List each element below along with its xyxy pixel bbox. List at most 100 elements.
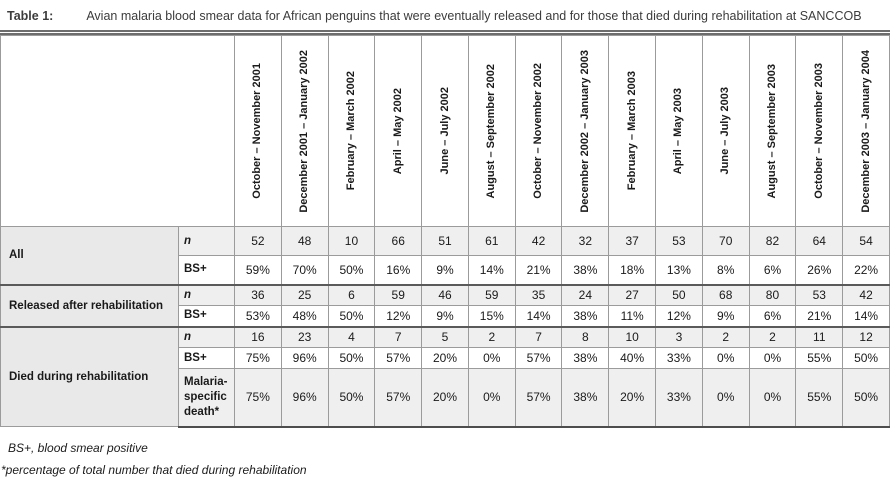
table-cell: 42 (842, 283, 890, 306)
column-header: April – May 2003 (655, 35, 703, 227)
column-header: October – November 2002 (514, 35, 563, 227)
table-cell: 52 (234, 226, 282, 256)
table-cell: 54 (842, 226, 890, 256)
table-cell: 2 (467, 325, 516, 348)
table-cell: 16% (374, 255, 423, 285)
table-cell: 70 (701, 226, 750, 256)
table-cell: 10 (608, 325, 657, 348)
column-header: December 2002 – January 2003 (561, 35, 610, 227)
table-cell: 3 (655, 325, 703, 348)
table-cell: 42 (514, 226, 563, 256)
table-cell: 75% (234, 347, 282, 369)
table-cell: 7 (514, 325, 563, 348)
column-header-label: April – May 2003 (672, 87, 685, 175)
column-header: June – July 2002 (421, 35, 469, 227)
table-cell: 53% (234, 305, 282, 327)
table-cell: 50% (327, 305, 376, 327)
table-cell: 27 (608, 283, 657, 306)
table-cell: 12% (374, 305, 423, 327)
table-cell: 26% (795, 255, 844, 285)
table-cell: 50 (655, 283, 703, 306)
column-header-label: December 2003 – January 2004 (859, 49, 872, 213)
table-cell: 38% (561, 305, 610, 327)
table-cell: 50% (842, 347, 890, 369)
table-cell: 38% (561, 368, 610, 428)
table-cell: 50% (842, 368, 890, 428)
row-group-label: Released after rehabilitation (0, 283, 179, 327)
table-caption-label: Table 1: (7, 9, 54, 23)
table-cell: 12 (842, 325, 890, 348)
table-cell: 46 (421, 283, 469, 306)
table-row-died-n: Died during rehabilitation n 16 23 4 7 5… (0, 325, 890, 427)
column-header: December 2001 – January 2002 (280, 35, 329, 227)
column-header-label: August – September 2002 (485, 63, 498, 199)
table-cell: 48 (280, 226, 329, 256)
column-header-label: August – September 2003 (765, 63, 778, 199)
table-cell: 0% (748, 347, 797, 369)
table-cell: 57% (514, 368, 563, 428)
table-cell: 57% (374, 368, 423, 428)
table-cell: 7 (374, 325, 423, 348)
table-cell: 57% (374, 347, 423, 369)
column-header-label: June – July 2003 (719, 87, 732, 175)
table-cell: 38% (561, 347, 610, 369)
table-cell: 0% (467, 368, 516, 428)
table-cell: 75% (234, 368, 282, 428)
table-cell: 0% (748, 368, 797, 428)
table-row-died-bs: BS+ 75% 96% 50% 57% 20% 0% 57% 38% 40% 3… (1, 347, 890, 369)
row-sublabel: BS+ (178, 347, 235, 369)
column-header-label: February – March 2002 (344, 71, 357, 191)
table-row-all-bs: BS+ 59% 70% 50% 16% 9% 14% 21% 38% 18% 1… (1, 255, 890, 285)
column-header-label: October – November 2002 (532, 63, 545, 199)
footnote-asterisk-definition: *percentage of total number that died du… (1, 462, 307, 477)
column-header-label: October – November 2003 (812, 63, 825, 199)
table-row-released-n: Released after rehabilitation n 36 25 6 … (0, 283, 890, 327)
table-cell: 51 (421, 226, 469, 256)
column-header-label: June – July 2002 (438, 87, 451, 175)
table-cell: 61 (467, 226, 516, 256)
table-cell: 50% (327, 255, 376, 285)
double-rule-divider (0, 30, 890, 35)
column-header: December 2003 – January 2004 (842, 35, 890, 227)
table-row-all-n: All n 52 48 10 66 51 61 42 32 37 53 70 8… (0, 226, 890, 285)
table-cell: 10 (327, 226, 376, 256)
table-cell: 14% (842, 305, 890, 327)
table-cell: 50% (327, 347, 376, 369)
footnote-bs-definition: BS+, blood smear positive (8, 440, 148, 455)
header-corner-cell (0, 35, 235, 227)
column-header-label: October – November 2001 (251, 63, 264, 199)
table-cell: 15% (467, 305, 516, 327)
table-cell: 0% (467, 347, 516, 369)
table-cell: 0% (701, 347, 750, 369)
table-cell: 96% (280, 368, 329, 428)
table-cell: 59 (374, 283, 423, 306)
table-caption-text: Avian malaria blood smear data for Afric… (86, 9, 862, 23)
table-cell: 25 (280, 283, 329, 306)
table-cell: 37 (608, 226, 657, 256)
table-cell: 50% (327, 368, 376, 428)
column-header: October – November 2001 (234, 35, 282, 227)
table-cell: 20% (608, 368, 657, 428)
table-cell: 5 (421, 325, 469, 348)
table-cell: 66 (374, 226, 423, 256)
table-cell: 59% (234, 255, 282, 285)
table-cell: 8% (701, 255, 750, 285)
column-header-label: April – May 2002 (391, 87, 404, 175)
column-header: February – March 2003 (608, 35, 657, 227)
table-cell: 0% (701, 368, 750, 428)
table-cell: 8 (561, 325, 610, 348)
column-header: August – September 2002 (467, 35, 516, 227)
table-cell: 20% (421, 368, 469, 428)
table-cell: 16 (234, 325, 282, 348)
table-cell: 96% (280, 347, 329, 369)
table-cell: 82 (748, 226, 797, 256)
table-cell: 55% (795, 347, 844, 369)
table-cell: 40% (608, 347, 657, 369)
table-cell: 14% (514, 305, 563, 327)
table-cell: 57% (514, 347, 563, 369)
table-row-died-malaria: Malaria-specific death* 75% 96% 50% 57% … (1, 368, 890, 428)
table-cell: 9% (701, 305, 750, 327)
table-cell: 9% (421, 305, 469, 327)
table-cell: 35 (514, 283, 563, 306)
